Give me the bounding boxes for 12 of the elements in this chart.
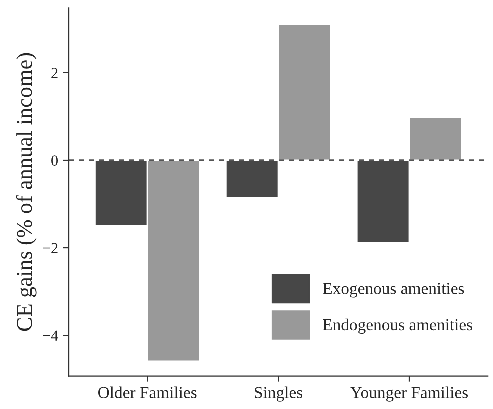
bar <box>408 116 463 162</box>
y-axis-title: CE gains (% of annual income) <box>16 53 37 332</box>
y-tick-label: −4 <box>43 330 58 341</box>
legend-label: Exogenous amenities <box>323 283 464 298</box>
y-tick-label: 0 <box>52 156 58 166</box>
x-tick-label: Younger Families <box>350 386 468 402</box>
y-tick-label: −2 <box>43 243 58 254</box>
x-tick-label: Singles <box>255 386 302 402</box>
bar <box>356 160 410 244</box>
y-tick-label: 2 <box>52 68 58 78</box>
x-tick-label: Older Families <box>98 386 197 398</box>
legend-label: Endogenous amenities <box>323 318 472 334</box>
